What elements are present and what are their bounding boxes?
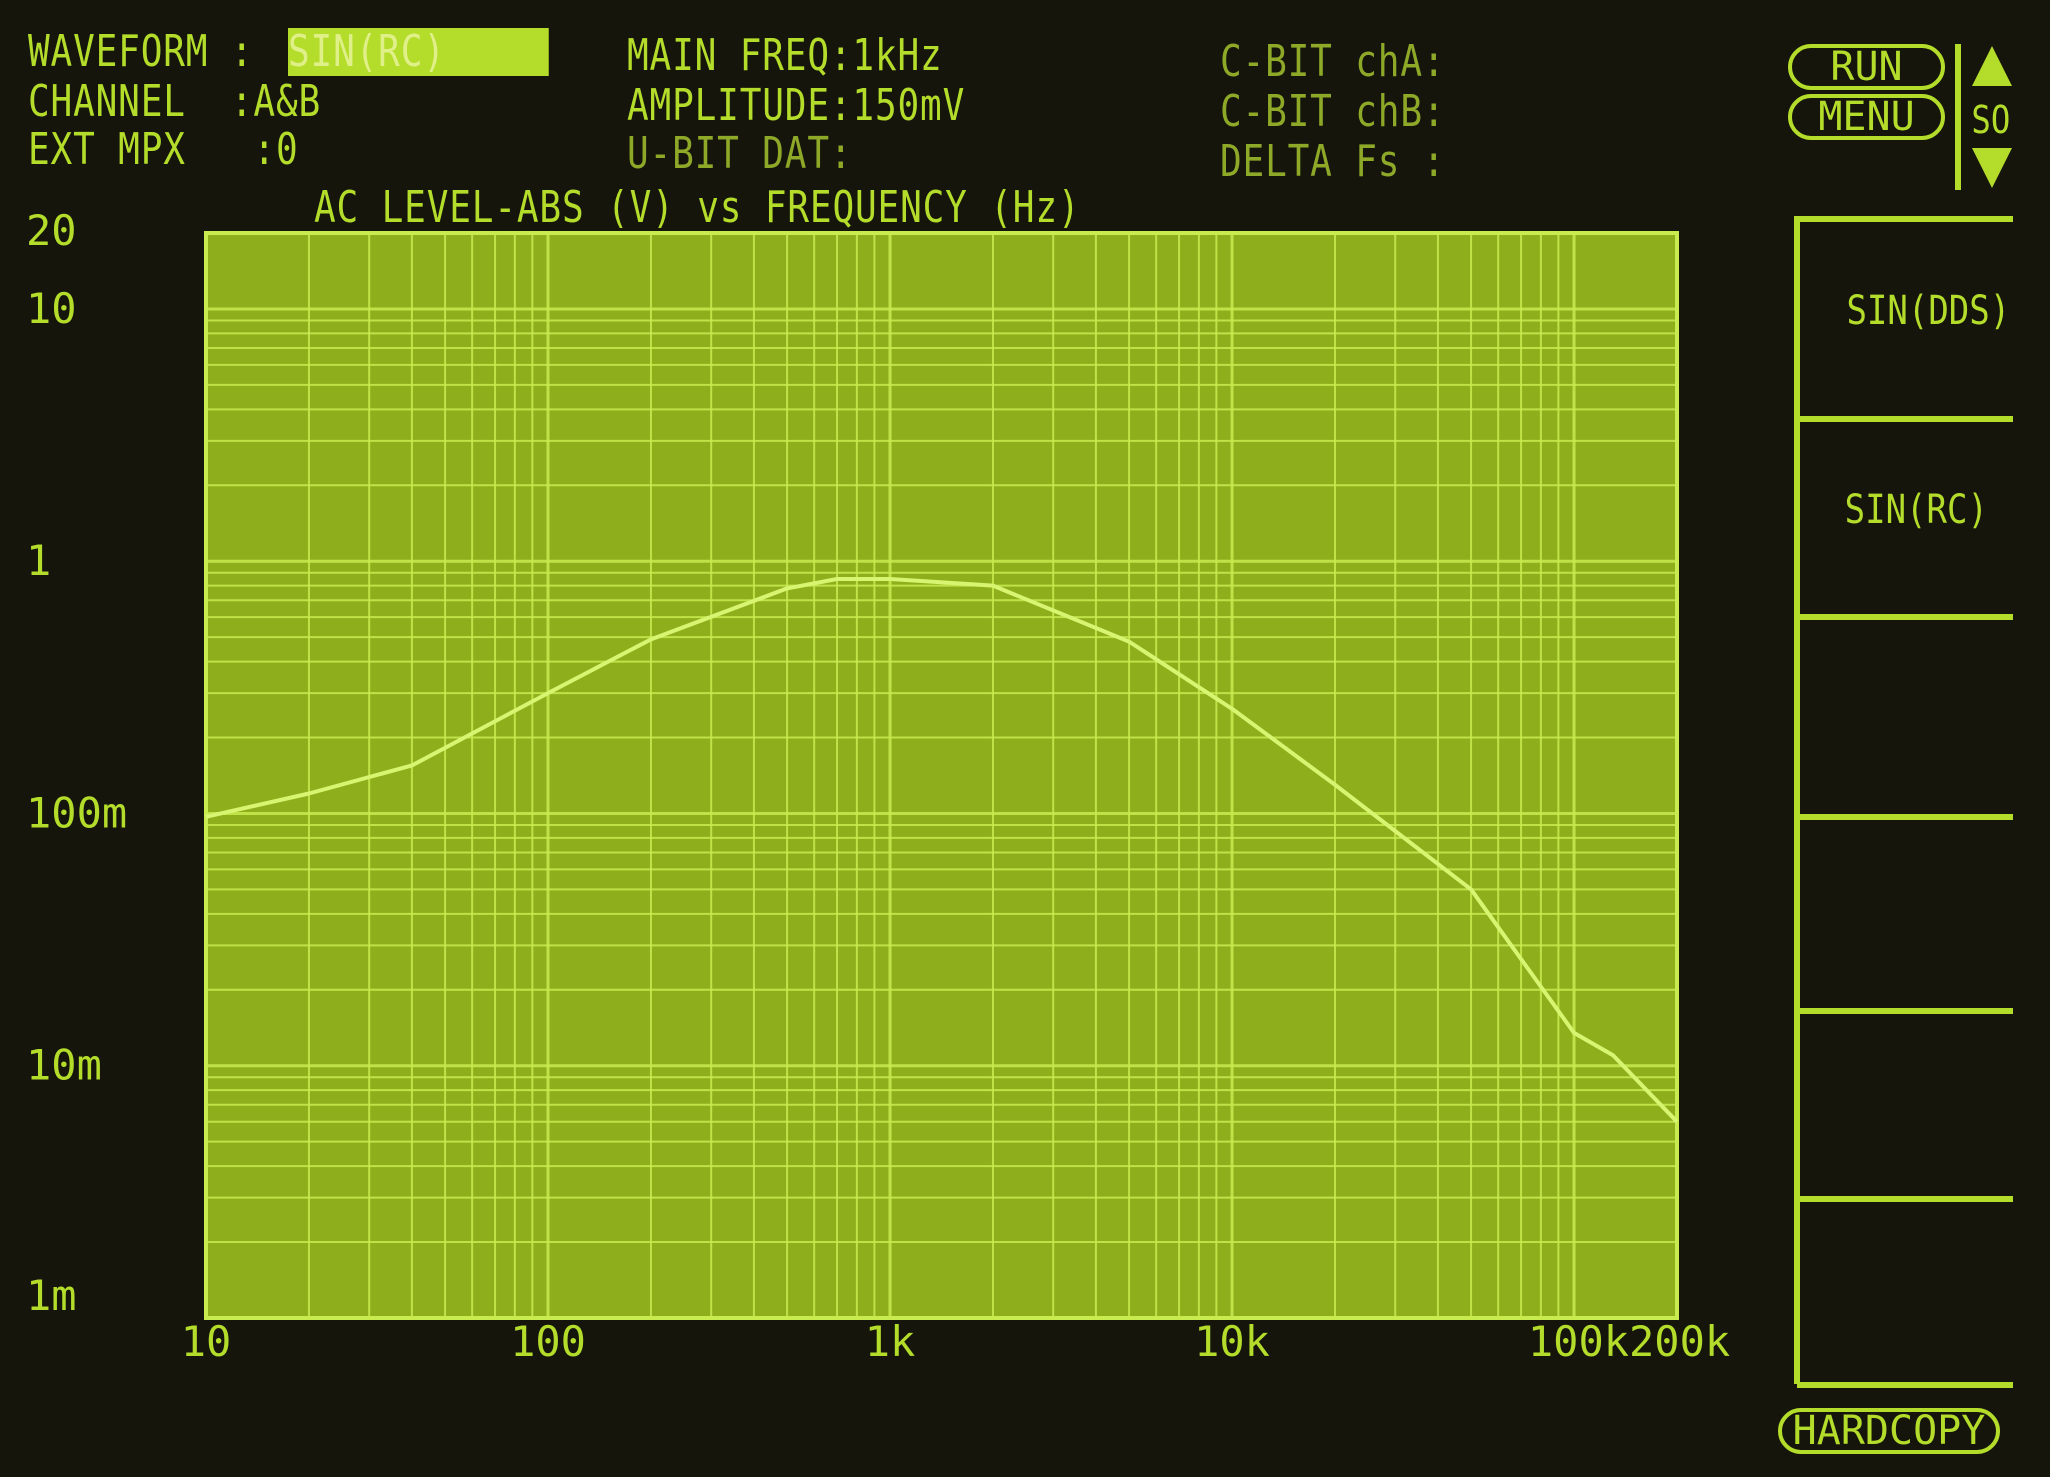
y-tick-label: 100m — [26, 788, 127, 837]
waveform-label: WAVEFORM : — [28, 26, 254, 77]
waveform-value[interactable]: SIN(RC) — [288, 28, 549, 76]
series-line — [205, 577, 1679, 1124]
y-tick-label: 10 — [26, 284, 77, 333]
chart-title: AC LEVEL-ABS (V) vs FREQUENCY (Hz) — [314, 182, 1081, 233]
softkey-divider — [1797, 1196, 2013, 1202]
softkey-3[interactable] — [1800, 620, 2013, 814]
scroll-up-icon[interactable] — [1972, 46, 2012, 86]
softkey-1[interactable]: SIN(DDS) — [1800, 222, 2013, 416]
softkey-6[interactable] — [1800, 1202, 2013, 1382]
softkey-divider — [1797, 814, 2013, 820]
menu-button[interactable]: MENU — [1788, 94, 1945, 140]
x-tick-label: 100 — [510, 1317, 586, 1366]
amplitude: AMPLITUDE:150mV — [627, 80, 966, 131]
softkey-divider — [1797, 216, 2013, 222]
main-freq: MAIN FREQ:1kHz — [627, 30, 943, 81]
u-bit-dat: U-BIT DAT: — [627, 128, 853, 179]
x-tick-label: 100k — [1528, 1317, 1629, 1366]
softkey-label: SIN(DDS) — [1846, 288, 2011, 334]
ext-mpx-label: EXT MPX :0 — [28, 124, 299, 175]
plot-border — [204, 231, 1679, 1320]
softkey-divider — [1797, 1008, 2013, 1014]
x-tick-label: 10k — [1194, 1317, 1270, 1366]
softkey-5[interactable] — [1800, 1014, 2013, 1196]
softkey-2[interactable]: SIN(RC) — [1800, 422, 2013, 614]
y-tick-label: 1 — [26, 536, 51, 585]
c-bit-cha: C-BIT chA: — [1220, 36, 1446, 87]
divider — [1955, 44, 1961, 190]
y-tick-label: 10m — [26, 1041, 102, 1090]
softkey-divider — [1797, 614, 2013, 620]
scroll-label: SO — [1971, 98, 2011, 142]
scroll-down-icon[interactable] — [1972, 148, 2012, 188]
y-tick-label: 20 — [26, 206, 77, 255]
softkey-label: SIN(RC) — [1844, 487, 1988, 533]
c-bit-chb: C-BIT chB: — [1220, 86, 1446, 137]
delta-fs: DELTA Fs : — [1220, 136, 1446, 187]
softkey-divider — [1797, 416, 2013, 422]
softkey-divider — [1797, 1382, 2013, 1388]
x-tick-label: 10 — [181, 1317, 232, 1366]
channel-value: A&B — [253, 76, 322, 127]
channel-label: CHANNEL :A&B — [28, 76, 322, 127]
run-button[interactable]: RUN — [1788, 44, 1945, 90]
softkey-panel-border — [1794, 216, 1800, 1384]
y-tick-label: 1m — [26, 1271, 77, 1320]
x-tick-label: 1k — [865, 1317, 916, 1366]
softkey-4[interactable] — [1800, 820, 2013, 1008]
hardcopy-button[interactable]: HARDCOPY — [1778, 1408, 2000, 1454]
ext-mpx-value: 0 — [275, 124, 299, 175]
x-tick-label: 200k — [1629, 1317, 1730, 1366]
plot-area — [206, 233, 1677, 1318]
